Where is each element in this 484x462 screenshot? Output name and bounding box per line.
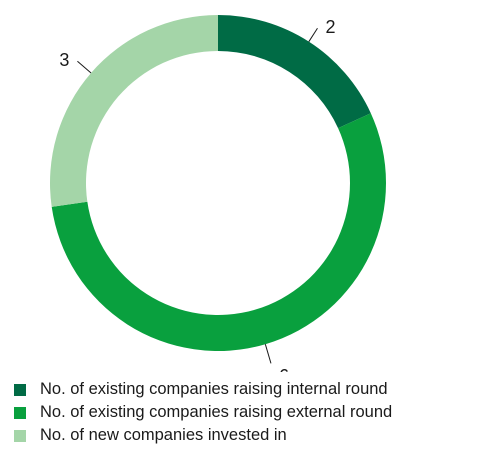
legend-label-internal-round: No. of existing companies raising intern… — [40, 380, 388, 398]
value-label-no-of-new-companies-invested-in: 3 — [59, 50, 69, 70]
donut-slice-no-of-new-companies-invested-in — [50, 15, 219, 207]
leader-line-no-of-existing-companies-raising-internal-round — [308, 27, 318, 42]
legend-swatch-new-companies — [14, 429, 26, 442]
slice-labels: 2 6 3 — [59, 17, 335, 372]
legend-item-external-round: No. of existing companies raising extern… — [14, 401, 392, 424]
chart-legend: No. of existing companies raising intern… — [14, 378, 392, 447]
donut-slice-no-of-existing-companies-raising-external-round — [51, 113, 386, 351]
value-label-no-of-existing-companies-raising-external-round: 6 — [279, 366, 289, 372]
legend-swatch-internal-round — [14, 383, 26, 396]
donut-slice-no-of-existing-companies-raising-internal-round — [218, 15, 371, 129]
donut-chart: 2 6 3 — [50, 15, 386, 372]
legend-item-internal-round: No. of existing companies raising intern… — [14, 378, 392, 401]
leader-line-no-of-existing-companies-raising-external-round — [264, 344, 272, 364]
legend-label-new-companies: No. of new companies invested in — [40, 426, 287, 444]
leader-line-no-of-new-companies-invested-in — [77, 60, 92, 74]
legend-item-new-companies: No. of new companies invested in — [14, 424, 392, 447]
legend-swatch-external-round — [14, 406, 26, 419]
legend-label-external-round: No. of existing companies raising extern… — [40, 403, 393, 421]
value-label-no-of-existing-companies-raising-internal-round: 2 — [325, 17, 335, 37]
donut-slices — [50, 15, 386, 351]
